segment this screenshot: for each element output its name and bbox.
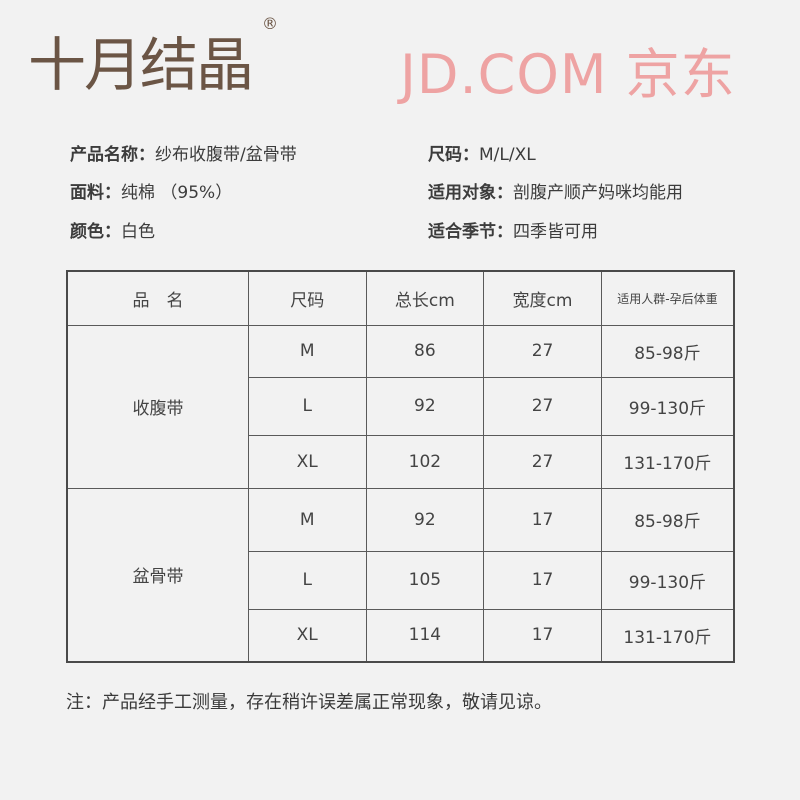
table-cell: 27 <box>483 376 602 436</box>
info-value: 剖腹产顺产妈咪均能用 <box>513 183 683 203</box>
footnote: 注：产品经手工测量，存在稍许误差属正常现象，敬请见谅。 <box>66 692 552 713</box>
table-header-row: 品 名 尺码 总长cm 宽度cm 适用人群-孕后体重 <box>66 270 735 326</box>
info-value: 纯棉 （95%） <box>121 183 233 203</box>
table-cell: 27 <box>483 434 602 489</box>
table-cell: 17 <box>483 550 602 610</box>
info-label: 产品名称： <box>70 145 155 165</box>
table-cell: 17 <box>483 608 602 663</box>
info-value: 纱布收腹带/盆骨带 <box>155 145 297 165</box>
table-row: XL 114 17 131-170斤 <box>67 608 735 663</box>
product-name-cell: 收腹带 <box>66 324 249 489</box>
registered-mark: ® <box>262 14 278 33</box>
table-cell: 131-170斤 <box>600 608 735 663</box>
table-row: L 105 17 99-130斤 <box>67 550 735 610</box>
size-table: 品 名 尺码 总长cm 宽度cm 适用人群-孕后体重 收腹带 M 86 27 85-98… <box>66 270 735 663</box>
table-cell: L <box>247 550 367 610</box>
product-name-cell: 盆骨带 <box>66 487 249 663</box>
table-cell: 86 <box>365 324 485 378</box>
info-value: M/L/XL <box>479 145 536 165</box>
info-product-name: 产品名称：纱布收腹带/盆骨带 <box>70 140 297 165</box>
table-cell: 85-98斤 <box>600 487 735 552</box>
table-row: 收腹带 M 86 27 85-98斤 <box>66 324 735 489</box>
table-cell: 92 <box>365 376 485 436</box>
table-cell: 131-170斤 <box>600 434 735 489</box>
header-cell: 宽度cm <box>483 270 602 326</box>
info-value: 四季皆可用 <box>513 222 598 242</box>
info-label: 适用对象： <box>428 183 513 203</box>
info-color: 颜色：白色 <box>70 217 155 242</box>
info-size: 尺码：M/L/XL <box>428 140 536 165</box>
info-value: 白色 <box>121 222 155 242</box>
table-cell: XL <box>247 608 367 663</box>
info-season: 适合季节：四季皆可用 <box>428 217 598 242</box>
table-cell: M <box>247 324 367 378</box>
info-label: 面料： <box>70 183 121 203</box>
table-cell: L <box>247 376 367 436</box>
info-label: 颜色： <box>70 222 121 242</box>
header-cell: 适用人群-孕后体重 <box>600 270 735 326</box>
table-cell: 114 <box>365 608 485 663</box>
table-row: XL 102 27 131-170斤 <box>67 434 735 489</box>
table-cell: 99-130斤 <box>600 550 735 610</box>
table-cell: XL <box>247 434 367 489</box>
brand-logo: 十月结晶 <box>28 31 254 99</box>
table-cell: 102 <box>365 434 485 489</box>
header-cell: 尺码 <box>247 270 367 326</box>
info-fabric: 面料：纯棉 （95%） <box>70 178 232 203</box>
table-row: 盆骨带 M 92 17 85-98斤 <box>66 487 735 663</box>
table-cell: 99-130斤 <box>600 376 735 436</box>
header-cell: 总长cm <box>365 270 485 326</box>
table-cell: 92 <box>365 487 485 552</box>
table-cell: 105 <box>365 550 485 610</box>
info-label: 适合季节： <box>428 222 513 242</box>
table-cell: 85-98斤 <box>600 324 735 378</box>
table-cell: 17 <box>483 487 602 552</box>
table-row: L 92 27 99-130斤 <box>67 376 735 436</box>
info-label: 尺码： <box>428 145 479 165</box>
table-cell: M <box>247 487 367 552</box>
info-target: 适用对象：剖腹产顺产妈咪均能用 <box>428 178 683 203</box>
header-cell: 品 名 <box>66 270 249 326</box>
table-cell: 27 <box>483 324 602 378</box>
watermark: JD.COM 京东 <box>400 43 736 106</box>
